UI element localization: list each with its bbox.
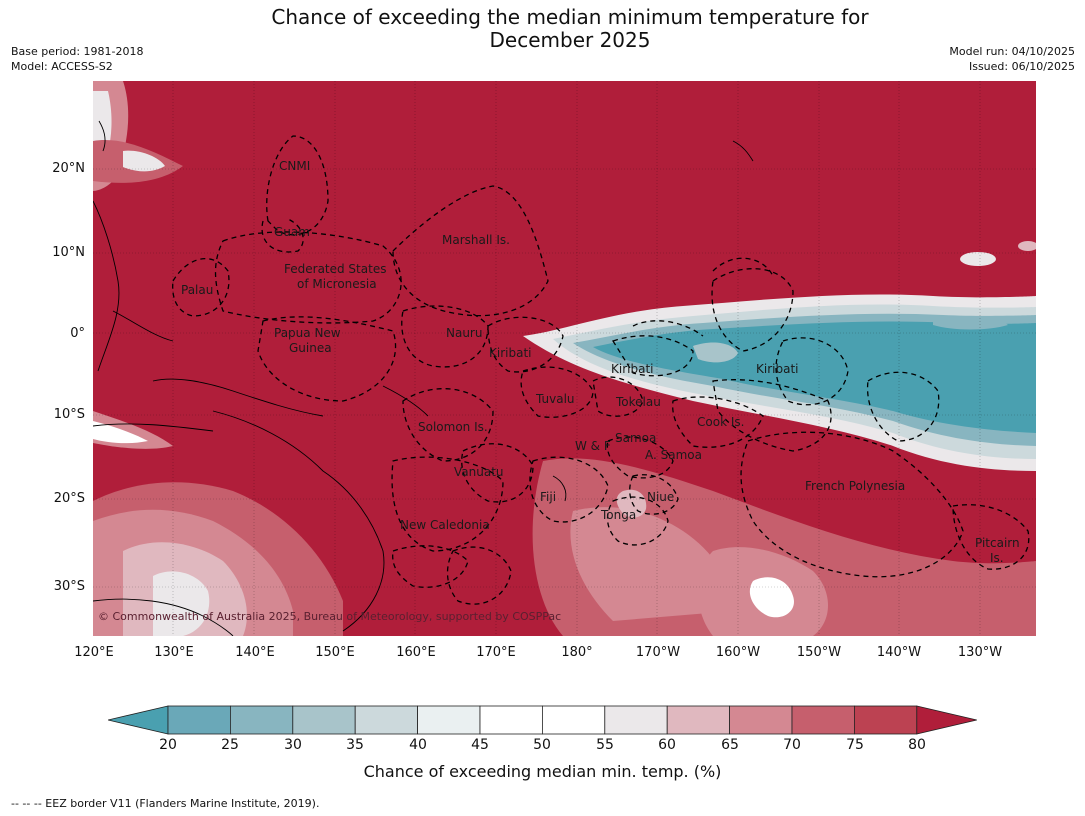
model-run: Model run: 04/10/2025 xyxy=(949,45,1075,58)
region-label: Tokelau xyxy=(616,395,661,409)
region-label: Kiribati xyxy=(489,346,532,360)
coastlines xyxy=(93,120,754,636)
lon-label: 120°E xyxy=(74,645,114,660)
colorbar-segment xyxy=(854,705,918,735)
region-label: Palau xyxy=(181,283,214,297)
lon-label: 150°W xyxy=(796,645,842,660)
colorbar-tick: 60 xyxy=(658,737,676,753)
region-label: CNMI xyxy=(279,159,311,173)
region-label: Federated States xyxy=(284,262,387,276)
title-line-2: December 2025 xyxy=(489,28,651,52)
region-label: A. Samoa xyxy=(645,448,702,462)
region-label: French Polynesia xyxy=(805,479,906,493)
region-label: Nauru xyxy=(446,326,483,340)
lat-label: 0° xyxy=(70,326,85,341)
colorbar-segments xyxy=(108,705,977,735)
region-label: Is. xyxy=(990,551,1004,565)
region-label: New Caledonia xyxy=(400,518,490,532)
region-label: Guinea xyxy=(289,341,332,355)
lon-label: 140°E xyxy=(235,645,275,660)
colorbar-tick: 80 xyxy=(908,737,926,753)
colorbar-segment xyxy=(604,705,668,735)
colorbar-segment xyxy=(729,705,793,735)
region-label: Solomon Is. xyxy=(418,420,488,434)
title-line-1: Chance of exceeding the median minimum t… xyxy=(271,5,869,29)
lon-label: 160°E xyxy=(396,645,436,660)
map-credit: © Commonwealth of Australia 2025, Bureau… xyxy=(98,610,562,623)
lon-label: 150°E xyxy=(315,645,355,660)
lon-label: 160°W xyxy=(715,645,761,660)
patch-ne2 xyxy=(1018,241,1036,251)
colorbar-segment xyxy=(417,705,481,735)
colorbar-tick: 55 xyxy=(596,737,614,753)
colorbar-segment xyxy=(167,705,231,735)
colorbar-tick: 50 xyxy=(533,737,551,753)
map-svg xyxy=(93,81,1036,636)
region-label: Fiji xyxy=(540,490,557,504)
patch-ne xyxy=(960,252,996,266)
region-label: Guam xyxy=(274,225,310,239)
graticule xyxy=(93,81,1036,636)
lon-label: 170°W xyxy=(635,645,681,660)
region-label: Niue xyxy=(647,490,675,504)
eez-borders xyxy=(172,135,1030,605)
region-label: Papua New xyxy=(274,326,341,340)
colorbar-label: Chance of exceeding median min. temp. (%… xyxy=(363,762,722,781)
colorbar-segment xyxy=(541,705,606,735)
colorbar-tick: 65 xyxy=(721,737,739,753)
colorbar-tick: 40 xyxy=(409,737,427,753)
forecast-map xyxy=(93,81,1036,636)
region-label: Kiribati xyxy=(611,362,654,376)
colorbar-extend-low xyxy=(108,705,169,735)
lat-label: 20°N xyxy=(52,161,85,176)
colorbar-segment xyxy=(230,705,294,735)
colorbar-segment xyxy=(292,705,356,735)
lat-label: 10°S xyxy=(53,407,85,422)
lon-label: 130°E xyxy=(154,645,194,660)
meta-left: Base period: 1981-2018 Model: ACCESS-S2 xyxy=(11,44,143,74)
region-label: Vanuatu xyxy=(454,465,504,479)
region-label: Samoa xyxy=(615,431,657,445)
base-period: Base period: 1981-2018 xyxy=(11,45,144,58)
lon-label: 180° xyxy=(561,645,593,660)
eez-footnote: -- -- -- EEZ border V11 (Flanders Marine… xyxy=(11,797,320,810)
chart-title: Chance of exceeding the median minimum t… xyxy=(170,6,970,52)
lat-label: 10°N xyxy=(52,245,85,260)
region-label: Tuvalu xyxy=(536,392,575,406)
colorbar-extend-high xyxy=(916,705,977,735)
colorbar-segment xyxy=(791,705,855,735)
region-label: Tonga xyxy=(601,508,637,522)
colorbar-segment xyxy=(666,705,731,735)
colorbar-tick: 20 xyxy=(159,737,177,753)
lon-label: 170°E xyxy=(476,645,516,660)
region-label: Marshall Is. xyxy=(442,233,510,247)
colorbar-tick: 35 xyxy=(346,737,364,753)
region-label: Pitcairn xyxy=(975,536,1020,550)
region-label: of Micronesia xyxy=(297,277,377,291)
lat-label: 20°S xyxy=(53,491,85,506)
issued-date: Issued: 06/10/2025 xyxy=(968,60,1075,73)
colorbar xyxy=(108,705,977,735)
region-label: W & F xyxy=(575,439,611,453)
colorbar-segment xyxy=(354,705,418,735)
region-label: Cook Is. xyxy=(697,415,745,429)
colorbar-tick: 25 xyxy=(221,737,239,753)
colorbar-tick: 45 xyxy=(471,737,489,753)
colorbar-tick: 30 xyxy=(284,737,302,753)
southern-light-patches xyxy=(93,458,1036,636)
western-light-patches xyxy=(93,81,183,449)
colorbar-tick: 70 xyxy=(783,737,801,753)
model-name: Model: ACCESS-S2 xyxy=(11,60,113,73)
colorbar-segment xyxy=(479,705,543,735)
lat-label: 30°S xyxy=(53,579,85,594)
equatorial-cool-band xyxy=(523,294,1036,471)
colorbar-tick: 75 xyxy=(846,737,864,753)
meta-right: Model run: 04/10/2025 Issued: 06/10/2025 xyxy=(949,44,1075,74)
lon-label: 130°W xyxy=(957,645,1003,660)
region-label: Kiribati xyxy=(756,362,799,376)
lon-label: 140°W xyxy=(876,645,922,660)
